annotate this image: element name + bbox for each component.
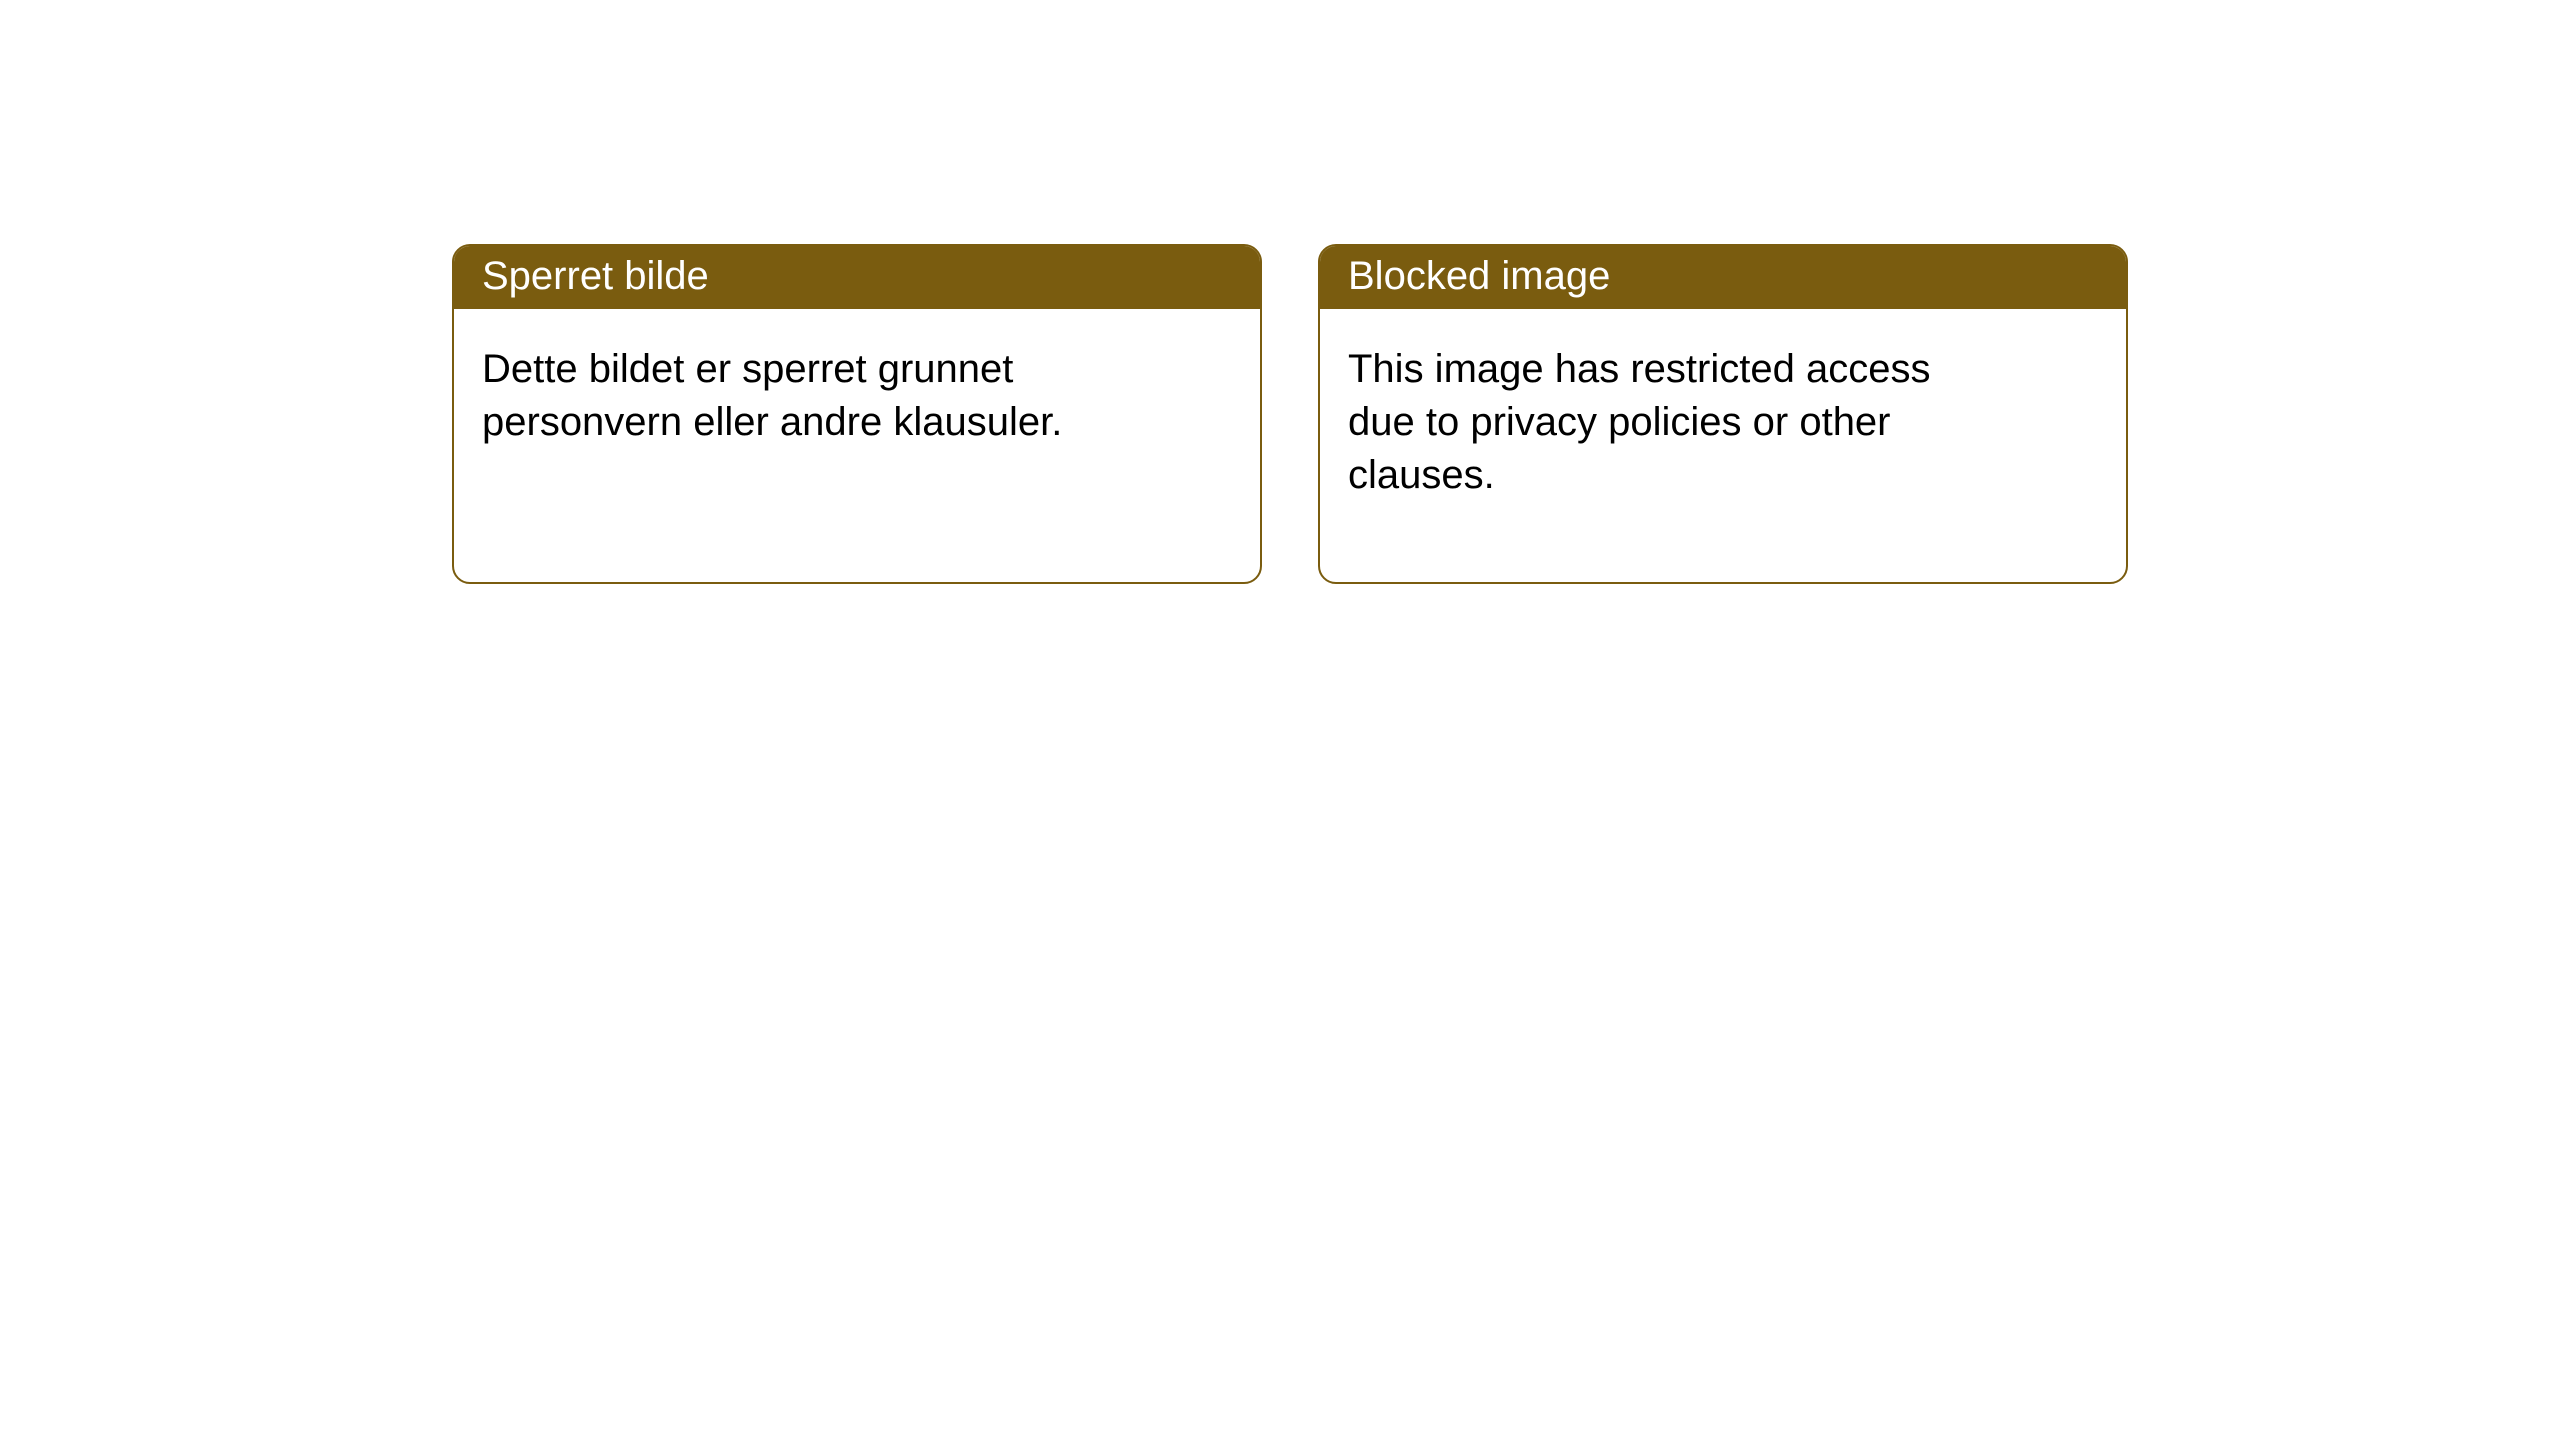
card-header-en: Blocked image	[1320, 246, 2126, 309]
card-header-no: Sperret bilde	[454, 246, 1260, 309]
blocked-image-card-en: Blocked image This image has restricted …	[1318, 244, 2128, 584]
notice-container: Sperret bilde Dette bildet er sperret gr…	[0, 0, 2560, 584]
card-body-en: This image has restricted access due to …	[1320, 309, 2020, 535]
card-body-no: Dette bildet er sperret grunnet personve…	[454, 309, 1154, 483]
blocked-image-card-no: Sperret bilde Dette bildet er sperret gr…	[452, 244, 1262, 584]
